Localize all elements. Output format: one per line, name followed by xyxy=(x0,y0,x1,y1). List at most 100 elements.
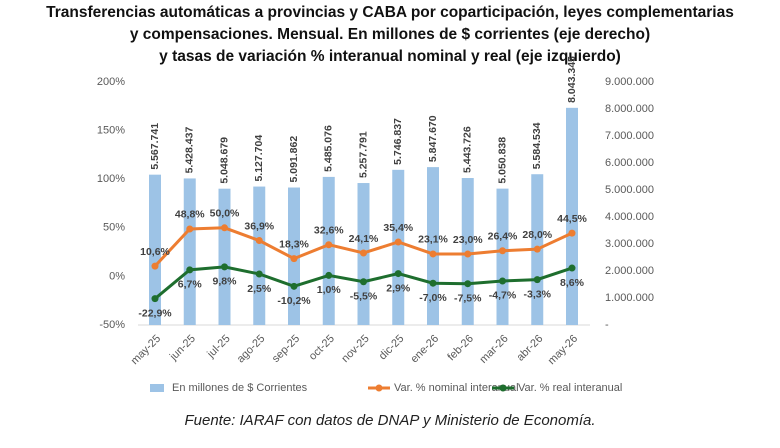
bar xyxy=(427,167,439,325)
line-point xyxy=(360,278,367,286)
y2-tick-label: 1.000.000 xyxy=(605,292,654,304)
line-point xyxy=(151,262,159,270)
line-point xyxy=(499,247,506,255)
x-tick-label: oct-25 xyxy=(307,333,337,363)
chart-title: y tasas de variación % interanual nomina… xyxy=(159,48,621,65)
bar-value-label: 8.043.345 xyxy=(566,56,578,103)
y-tick-label: 100% xyxy=(97,173,125,185)
bar-value-label: 5.443.726 xyxy=(462,126,474,173)
bar-value-label: 5.127.704 xyxy=(253,135,265,182)
x-tick-label: mar-26 xyxy=(478,333,511,366)
bar-value-label: 5.050.838 xyxy=(496,137,508,184)
bar-value-label: 5.428.437 xyxy=(184,127,196,174)
line-value-label: 36,9% xyxy=(244,220,274,232)
bar-value-label: 5.257.791 xyxy=(357,131,369,178)
line-point xyxy=(429,250,437,258)
line-value-label: -22,9% xyxy=(138,307,172,319)
line-value-label: -3,3% xyxy=(524,288,552,300)
bar-value-label: 5.048.679 xyxy=(218,137,230,184)
line-value-label: 1,0% xyxy=(317,284,342,296)
y2-tick-label: 4.000.000 xyxy=(605,211,654,223)
line-point xyxy=(429,279,437,287)
bar-value-label: 5.847.670 xyxy=(427,115,439,162)
line-value-label: -5,5% xyxy=(350,291,378,303)
bar xyxy=(392,169,405,325)
line-point xyxy=(290,282,298,290)
bar xyxy=(183,178,196,325)
line-point xyxy=(568,264,576,272)
y2-tick-label: 2.000.000 xyxy=(605,265,654,277)
line-point xyxy=(464,250,472,258)
x-tick-label: may-25 xyxy=(129,333,163,367)
line-point xyxy=(464,280,472,288)
line-value-label: 50,0% xyxy=(210,208,240,220)
legend-label: Var. % nominal interanual xyxy=(394,382,519,394)
x-tick-label: sep-25 xyxy=(270,333,302,365)
legend-label: En millones de $ Corrientes xyxy=(172,382,308,394)
y2-tick-label: 6.000.000 xyxy=(605,157,654,169)
bar xyxy=(149,174,161,325)
bar-value-label: 5.567.741 xyxy=(149,123,161,170)
bar-value-label: 5.091.862 xyxy=(288,136,300,183)
line-point xyxy=(186,225,194,233)
line-value-label: 23,0% xyxy=(453,234,483,246)
x-tick-label: may-26 xyxy=(546,333,580,367)
source-note: Fuente: IARAF con datos de DNAP y Minist… xyxy=(184,412,595,429)
line-point xyxy=(533,245,541,253)
y2-tick-label: 7.000.000 xyxy=(605,130,654,142)
legend-label: Var. % real interanual xyxy=(518,382,622,394)
line-value-label: 28,0% xyxy=(522,229,552,241)
line-point xyxy=(568,229,576,237)
bar xyxy=(496,188,509,325)
x-tick-label: ene-26 xyxy=(408,333,441,366)
line-point xyxy=(255,270,263,278)
y2-tick-label: 8.000.000 xyxy=(605,103,654,115)
line-value-label: 18,3% xyxy=(279,238,309,250)
x-tick-label: dic-25 xyxy=(377,333,407,363)
bar-value-label: 5.584.534 xyxy=(531,122,543,169)
y-tick-label: 150% xyxy=(97,125,125,137)
x-tick-label: jul-25 xyxy=(204,333,232,361)
line-point xyxy=(533,276,541,284)
line-point xyxy=(290,255,298,263)
bar xyxy=(322,176,335,325)
line-value-label: 2,5% xyxy=(247,283,272,295)
bar-value-label: 5.485.076 xyxy=(323,125,335,172)
line-point xyxy=(151,295,159,303)
y-tick-label: 200% xyxy=(97,76,125,88)
x-tick-label: nov-25 xyxy=(339,333,371,365)
legend-swatch xyxy=(499,384,507,392)
line-point xyxy=(394,270,402,278)
y2-tick-label: - xyxy=(605,319,609,331)
y2-tick-label: 9.000.000 xyxy=(605,76,654,88)
line-value-label: 26,4% xyxy=(488,231,518,243)
line-point xyxy=(221,263,228,271)
line-value-label: 23,1% xyxy=(418,234,448,246)
y-tick-label: 0% xyxy=(109,270,125,282)
x-tick-label: feb-26 xyxy=(445,333,476,364)
line-point xyxy=(221,224,228,232)
line-value-label: 8,6% xyxy=(560,277,585,289)
line-value-label: 2,9% xyxy=(386,282,411,294)
line-value-label: -10,2% xyxy=(277,295,311,307)
line-point xyxy=(360,249,367,257)
y2-tick-label: 3.000.000 xyxy=(605,238,654,250)
line-point xyxy=(394,238,402,246)
y-tick-label: 50% xyxy=(103,222,125,234)
line-value-label: 32,6% xyxy=(314,224,344,236)
x-tick-label: ago-25 xyxy=(235,333,268,366)
y2-tick-label: 5.000.000 xyxy=(605,184,654,196)
x-tick-label: jun-25 xyxy=(167,333,198,364)
line-point xyxy=(186,266,194,274)
bar xyxy=(218,188,231,325)
bar-value-label: 5.746.837 xyxy=(392,118,404,165)
line-value-label: -7,0% xyxy=(419,292,447,304)
line-point xyxy=(325,271,333,279)
line-value-label: 9,8% xyxy=(213,276,238,288)
bar xyxy=(253,186,266,325)
chart-title: Transferencias automáticas a provincias … xyxy=(46,4,734,21)
y-tick-label: -50% xyxy=(99,319,125,331)
x-tick-label: abr-26 xyxy=(514,333,545,364)
bar xyxy=(566,107,578,325)
